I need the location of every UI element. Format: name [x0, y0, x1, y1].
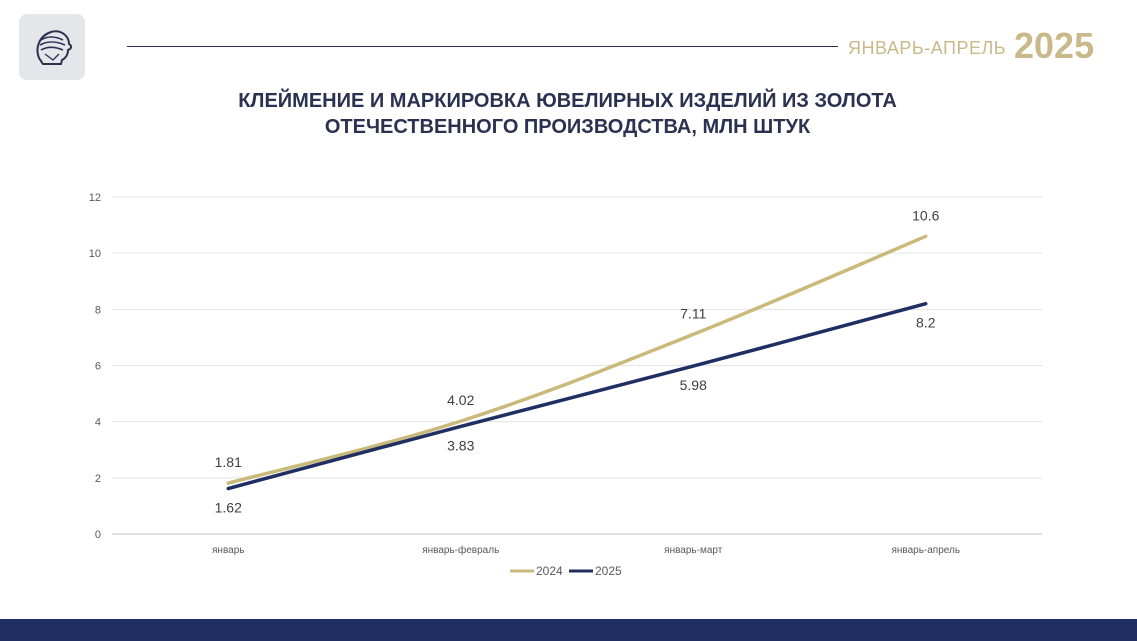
series-line-2025: [226, 301, 928, 491]
x-tick-label: январь-март: [664, 545, 723, 556]
y-tick-label: 2: [95, 473, 101, 485]
line-chart: 0 2 4 6 8 10 12 январь январь-февраль январь-март…: [89, 192, 1042, 578]
x-tick-label: январь: [212, 545, 244, 556]
x-tick-label: январь-февраль: [422, 544, 499, 556]
year-label: 2025: [1014, 25, 1095, 66]
data-label: 1.81: [215, 454, 242, 470]
logo: [19, 14, 85, 80]
data-label: 4.02: [447, 392, 474, 408]
header-rule: [127, 46, 838, 47]
athena-head-icon: [36, 30, 73, 65]
legend-label-2025: 2025: [595, 564, 622, 578]
footer-bar: [0, 619, 1137, 641]
y-tick-label: 6: [95, 361, 101, 373]
chart-title: КЛЕЙМЕНИЕ И МАРКИРОВКА ЮВЕЛИРНЫХ ИЗДЕЛИЙ…: [120, 88, 1015, 140]
data-label: 8.2: [916, 315, 936, 331]
legend-label-2024: 2024: [536, 564, 563, 578]
series-line-2024: [226, 234, 928, 485]
y-tick-label: 10: [89, 248, 101, 260]
chart-title-line-2: ОТЕЧЕСТВЕННОГО ПРОИЗВОДСТВА, МЛН ШТУК: [324, 116, 811, 138]
y-tick-label: 0: [95, 529, 101, 541]
data-label: 10.6: [912, 207, 939, 223]
y-tick-label: 4: [95, 417, 101, 429]
data-label: 1.62: [215, 500, 242, 516]
data-label: 3.83: [447, 437, 474, 453]
x-tick-label: январь-апрель: [891, 545, 960, 556]
chart-title-line-1: КЛЕЙМЕНИЕ И МАРКИРОВКА ЮВЕЛИРНЫХ ИЗДЕЛИЙ…: [238, 90, 897, 112]
period-label: ЯНВАРЬ-АПРЕЛЬ: [848, 38, 1007, 58]
y-tick-label: 12: [89, 192, 101, 204]
data-label: 7.11: [680, 305, 706, 321]
data-label: 5.98: [680, 377, 707, 393]
y-tick-label: 8: [95, 304, 101, 316]
